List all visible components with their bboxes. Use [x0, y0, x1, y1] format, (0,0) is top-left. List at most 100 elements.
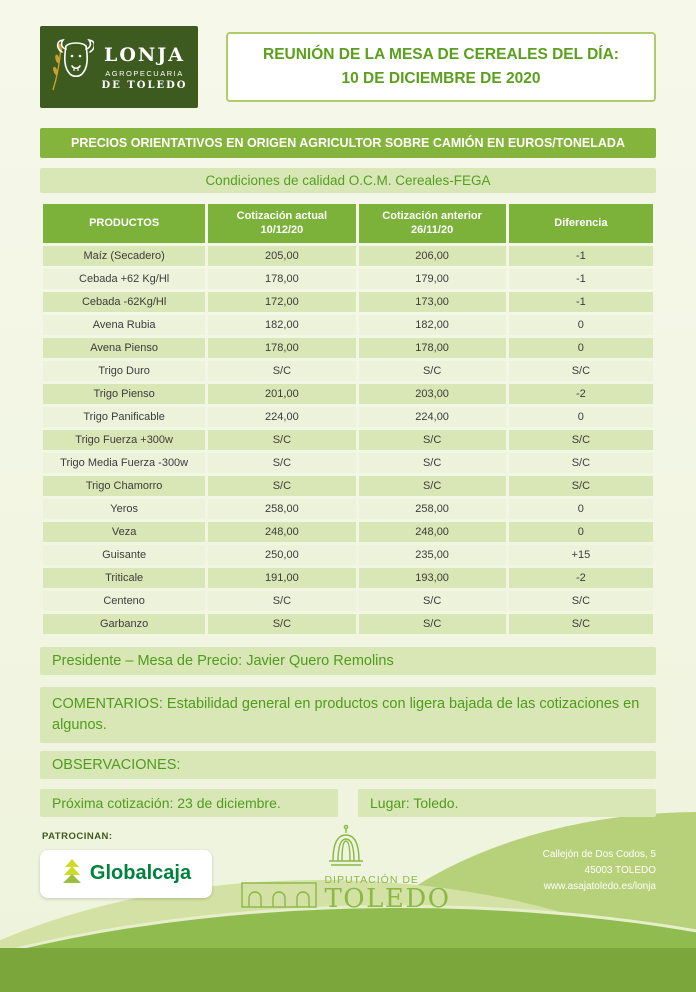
price-cell: S/C	[358, 452, 506, 473]
difference-cell: 0	[508, 521, 653, 542]
president-bar: Presidente – Mesa de Precio: Javier Quer…	[40, 646, 656, 675]
difference-cell: +15	[508, 544, 653, 565]
price-cell: 173,00	[358, 291, 506, 312]
header-label: Diferencia	[554, 217, 608, 230]
header-label: Cotización anterior	[382, 210, 482, 222]
price-cell: 248,00	[358, 521, 506, 542]
header-label: Cotización actual	[236, 210, 328, 222]
product-name-cell: Cebada -62Kg/Hl	[43, 291, 206, 312]
product-name-cell: Trigo Panificable	[43, 406, 206, 427]
difference-cell: S/C	[508, 590, 653, 611]
sponsors-footer: PATROCINAN: Globalcaja	[40, 824, 656, 913]
table-row: Yeros 258,00 258,00 0	[43, 498, 653, 519]
diputacion-text-line2: TOLEDO	[324, 883, 451, 914]
price-cell: 178,00	[208, 268, 356, 289]
website-link[interactable]: www.asajatoledo.es/lonja	[543, 880, 656, 892]
table-row: Maíz (Secadero) 205,00 206,00 -1	[43, 245, 653, 266]
logo-title: LONJA	[103, 43, 185, 66]
price-cell: 178,00	[358, 337, 506, 358]
header: LONJA AGROPECUARIA DE TOLEDO REUNIÓN DE …	[40, 26, 656, 108]
price-cell: S/C	[358, 475, 506, 496]
difference-cell: -1	[508, 291, 653, 312]
price-cell: 201,00	[208, 383, 356, 404]
price-cell: 182,00	[358, 314, 506, 335]
price-cell: S/C	[208, 613, 356, 634]
table-row: Cebada +62 Kg/Hl 178,00 179,00 -1	[43, 268, 653, 289]
difference-cell: -1	[508, 245, 653, 266]
colonnade-icon	[241, 882, 318, 913]
lonja-logo: LONJA AGROPECUARIA DE TOLEDO	[40, 26, 198, 108]
hill-shape	[0, 948, 696, 992]
product-name-cell: Trigo Duro	[43, 360, 206, 381]
table-row: Trigo Media Fuerza -300w S/C S/C S/C	[43, 452, 653, 473]
globalcaja-sprout-icon	[61, 858, 83, 889]
table-row: Centeno S/C S/C S/C	[43, 590, 653, 611]
price-cell: 258,00	[358, 498, 506, 519]
product-name-cell: Yeros	[43, 498, 206, 519]
conditions-banner: Condiciones de calidad O.C.M. Cereales-F…	[40, 168, 656, 193]
logo-subtitle: AGROPECUARIA	[105, 68, 184, 78]
table-row: Triticale 191,00 193,00 -2	[43, 567, 653, 588]
product-name-cell: Garbanzo	[43, 613, 206, 634]
product-name-cell: Guisante	[43, 544, 206, 565]
difference-cell: S/C	[508, 360, 653, 381]
table-row: Trigo Panificable 224,00 224,00 0	[43, 406, 653, 427]
product-name-cell: Maíz (Secadero)	[43, 245, 206, 266]
difference-cell: -2	[508, 567, 653, 588]
price-cell: 206,00	[358, 245, 506, 266]
header-label: PRODUCTOS	[89, 217, 160, 230]
price-cell: S/C	[358, 590, 506, 611]
next-quote-box: Próxima cotización: 23 de diciembre.	[40, 788, 338, 817]
prices-banner: PRECIOS ORIENTATIVOS EN ORIGEN AGRICULTO…	[40, 128, 656, 158]
header-previous-quote: Cotización anterior 26/11/20	[358, 204, 506, 243]
product-name-cell: Trigo Fuerza +300w	[43, 429, 206, 450]
header-products: PRODUCTOS	[43, 204, 206, 243]
header-difference: Diferencia	[508, 204, 653, 243]
price-cell: 193,00	[358, 567, 506, 588]
header-sub: 26/11/20	[411, 224, 454, 237]
difference-cell: S/C	[508, 475, 653, 496]
price-cell: 250,00	[208, 544, 356, 565]
product-name-cell: Centeno	[43, 590, 206, 611]
comments-bar: COMENTARIOS: Estabilidad general en prod…	[40, 686, 656, 743]
difference-cell: S/C	[508, 429, 653, 450]
price-cell: 205,00	[208, 245, 356, 266]
price-cell: 179,00	[358, 268, 506, 289]
price-cell: S/C	[208, 360, 356, 381]
price-cell: S/C	[358, 429, 506, 450]
diputacion-logo: DIPUTACIÓN DE TOLEDO	[226, 823, 466, 913]
difference-cell: -1	[508, 268, 653, 289]
product-name-cell: Cebada +62 Kg/Hl	[43, 268, 206, 289]
table-row: Cebada -62Kg/Hl 172,00 173,00 -1	[43, 291, 653, 312]
table-row: Trigo Pienso 201,00 203,00 -2	[43, 383, 653, 404]
difference-cell: 0	[508, 406, 653, 427]
table-row: Avena Pienso 178,00 178,00 0	[43, 337, 653, 358]
logo-subtitle2: DE TOLEDO	[101, 79, 188, 91]
price-cell: 172,00	[208, 291, 356, 312]
product-name-cell: Avena Rubia	[43, 314, 206, 335]
price-cell: 182,00	[208, 314, 356, 335]
price-cell: S/C	[208, 429, 356, 450]
difference-cell: S/C	[508, 452, 653, 473]
price-cell: 258,00	[208, 498, 356, 519]
price-table-body: Maíz (Secadero) 205,00 206,00 -1 Cebada +62 …	[43, 245, 653, 634]
table-header-row: PRODUCTOS Cotización actual 10/12/20 Cot…	[43, 204, 653, 243]
price-cell: 235,00	[358, 544, 506, 565]
header-sub: 10/12/20	[260, 224, 304, 237]
sponsors-label: PATROCINAN:	[42, 830, 113, 842]
meeting-title: REUNIÓN DE LA MESA DE CEREALES DEL DÍA: …	[226, 31, 656, 103]
difference-cell: -2	[508, 383, 653, 404]
observations-bar: OBSERVACIONES:	[40, 750, 656, 779]
table-row: Veza 248,00 248,00 0	[43, 521, 653, 542]
price-cell: S/C	[208, 590, 356, 611]
diputacion-text-line1: DIPUTACIÓN DE	[324, 873, 419, 886]
table-row: Trigo Duro S/C S/C S/C	[43, 360, 653, 381]
table-row: Guisante 250,00 235,00 +15	[43, 544, 653, 565]
price-cell: S/C	[358, 613, 506, 634]
table-row: Garbanzo S/C S/C S/C	[43, 613, 653, 634]
difference-cell: 0	[508, 337, 653, 358]
price-cell: 203,00	[358, 383, 506, 404]
place-box: Lugar: Toledo.	[358, 788, 656, 817]
